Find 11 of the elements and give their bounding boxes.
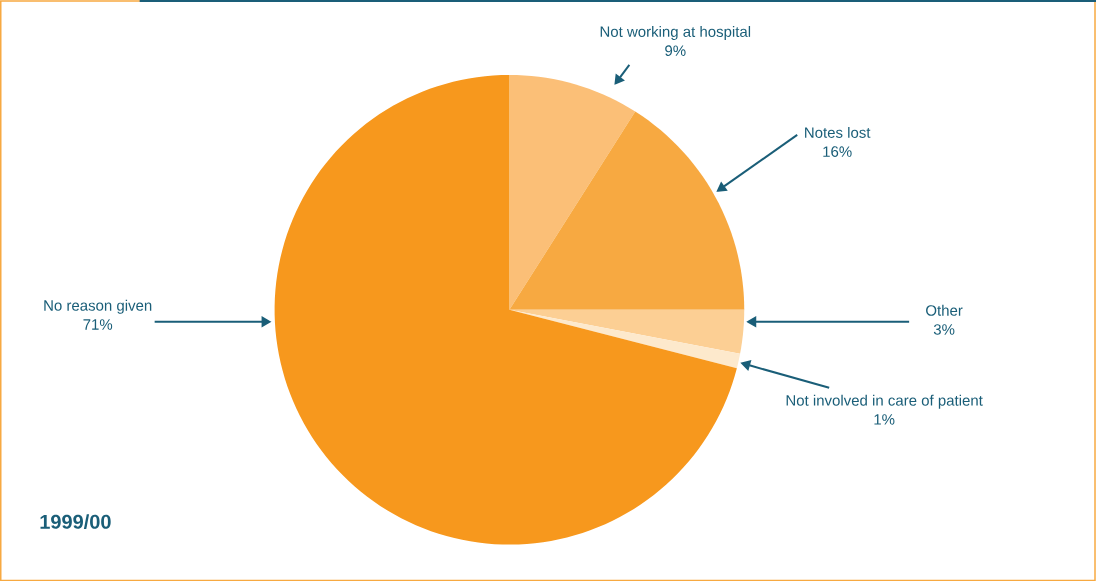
data-label: 3% [933, 323, 955, 335]
slice-label: Notes lost [805, 126, 871, 138]
slice-label: Other [926, 304, 963, 316]
text: 1999/00 [40, 514, 111, 529]
data-label: 9% [665, 45, 686, 56]
slice-label: Not working at hospital [600, 25, 751, 40]
slice-label: Not involved in care of patient [786, 394, 983, 409]
slice-label: No reason given [44, 299, 152, 314]
data-label: 1% [874, 414, 895, 425]
data-label: 16% [823, 146, 852, 157]
data-label: 71% [83, 319, 113, 330]
